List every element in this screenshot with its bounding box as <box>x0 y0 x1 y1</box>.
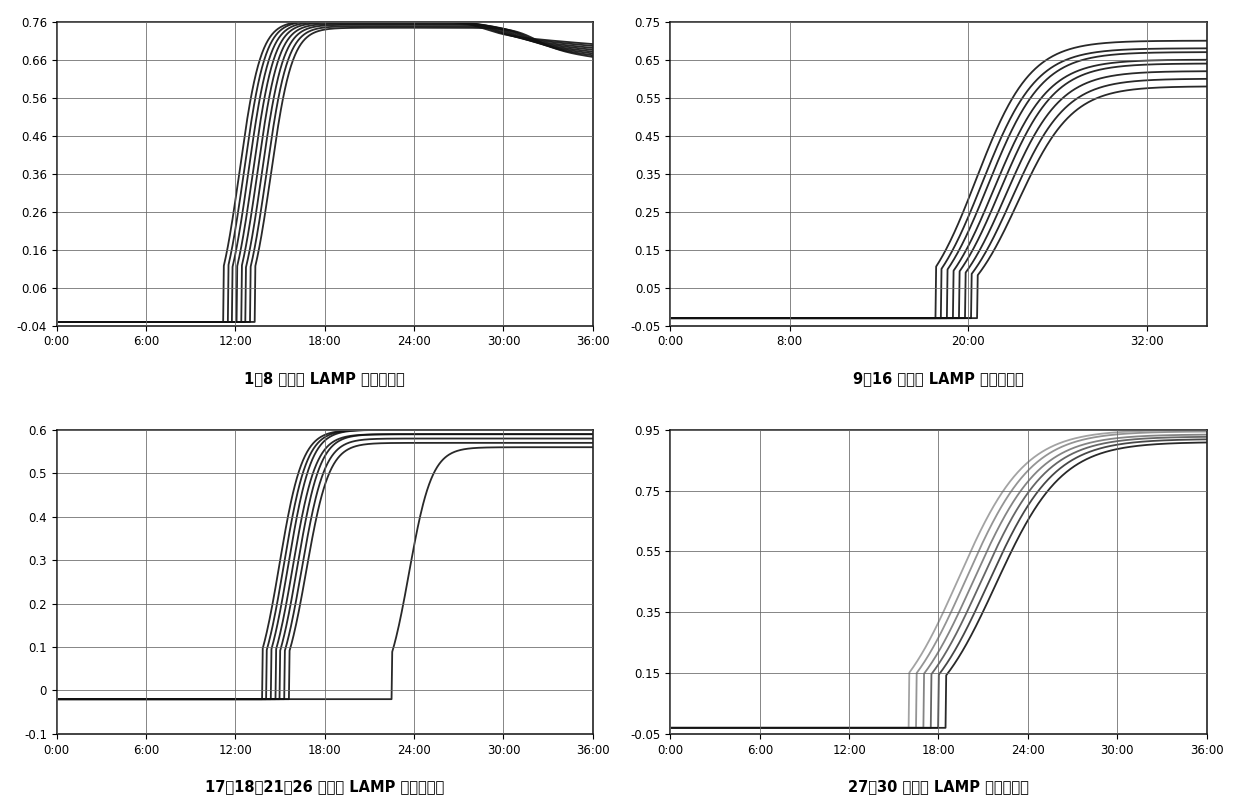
Text: 9～16 号样品 LAMP 扩增曲线图: 9～16 号样品 LAMP 扩增曲线图 <box>853 372 1024 386</box>
Text: 17、18、21～26 号样品 LAMP 扩增曲线图: 17、18、21～26 号样品 LAMP 扩增曲线图 <box>205 780 444 794</box>
Text: 27～30 号样品 LAMP 扩增曲线图: 27～30 号样品 LAMP 扩增曲线图 <box>848 780 1029 794</box>
Text: 1～8 号样品 LAMP 扩增曲线图: 1～8 号样品 LAMP 扩增曲线图 <box>244 372 405 386</box>
